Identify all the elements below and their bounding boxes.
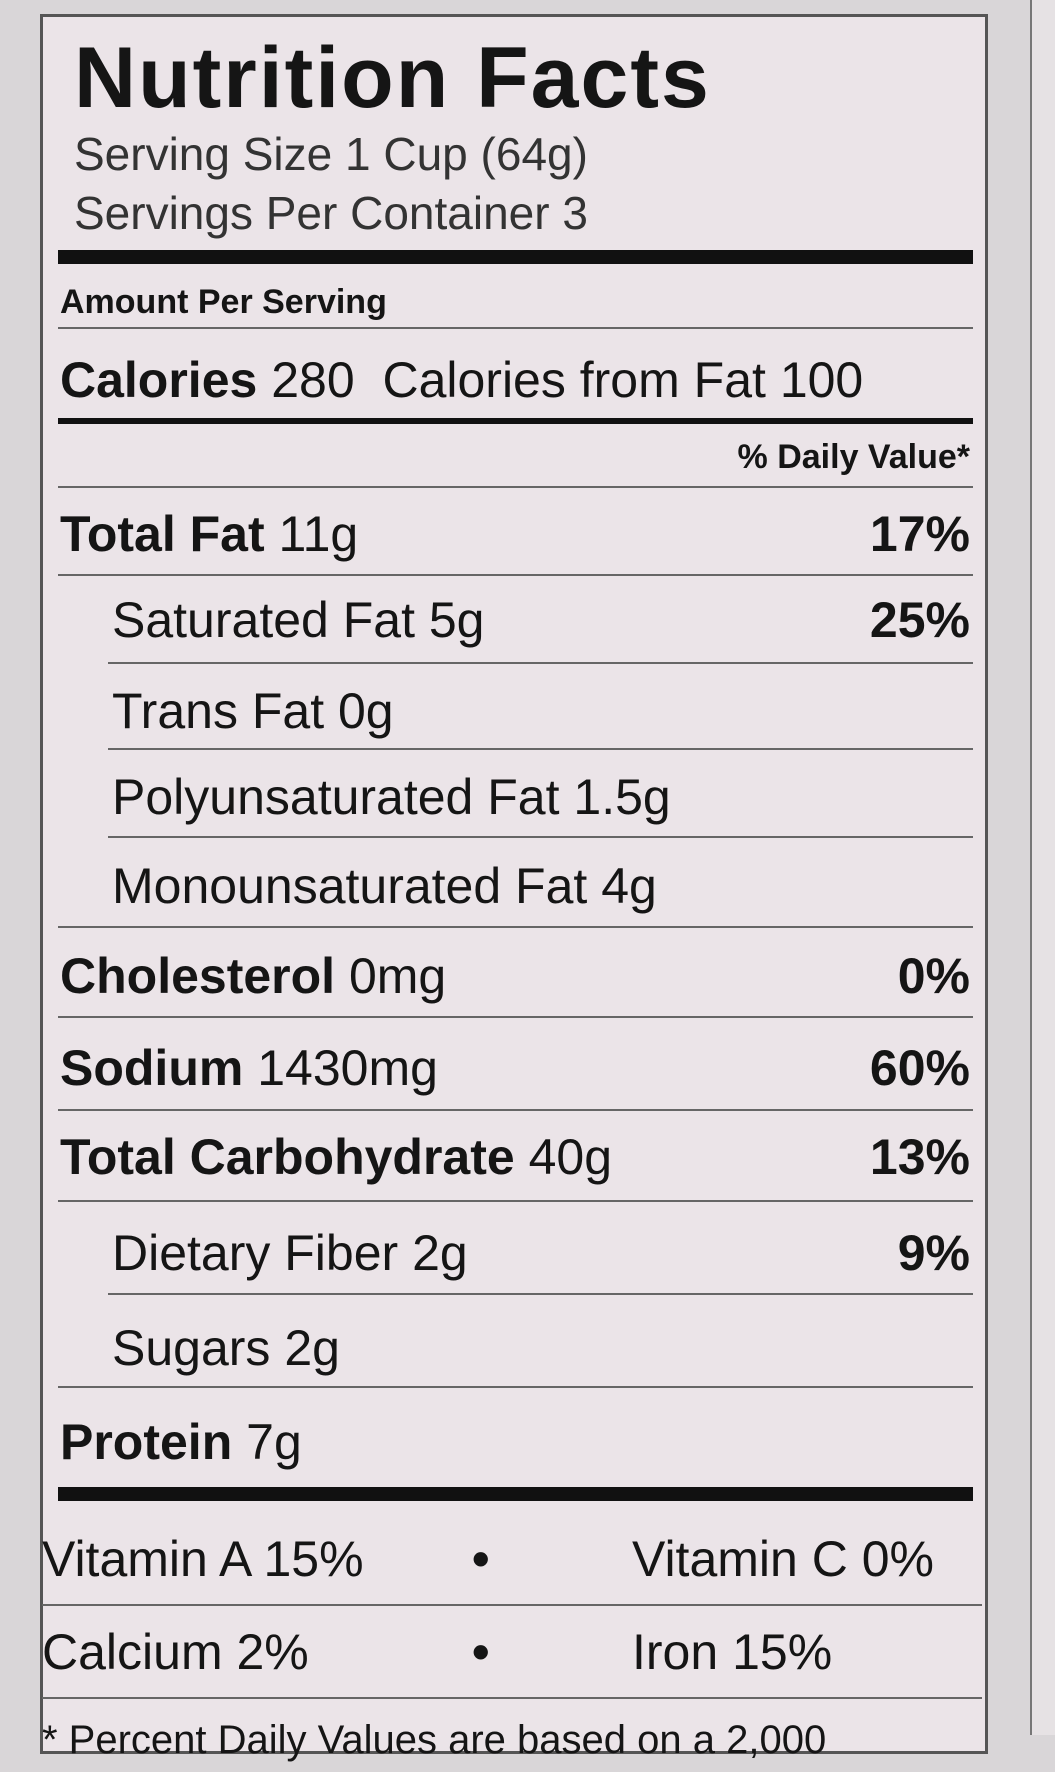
vitamin-name: Iron (632, 1624, 719, 1680)
servings-per-container: Servings Per Container 3 (74, 187, 588, 239)
nutrient-row: Polyunsaturated Fat 1.5g (112, 765, 970, 829)
nutrient-dv: 25% (869, 592, 970, 648)
mid-rule (58, 418, 973, 424)
nutrient-amount: 2g (412, 1225, 468, 1281)
rule (58, 926, 973, 928)
nutrient-amount: 40g (528, 1129, 613, 1185)
nutrient-name: Sodium (60, 1040, 244, 1096)
vitamin: Vitamin A 15% (42, 1527, 364, 1591)
nutrient-amount: 0g (338, 683, 394, 739)
nutrient-name: Polyunsaturated Fat (112, 769, 560, 825)
rule (58, 1386, 973, 1388)
vitamin-row: Vitamin A 15% Vitamin C 0% • (42, 1527, 982, 1591)
footnote: * Percent Daily Values are based on a 2,… (42, 1718, 827, 1762)
page: {"title": "Nutrition Facts", "serving_si… (40, 0, 1055, 1762)
rule (108, 662, 973, 664)
vitamin-percent: 0% (861, 1531, 934, 1587)
thick-rule (58, 1487, 973, 1501)
rule (58, 486, 973, 488)
nutrient-name: Total Carbohydrate (60, 1129, 515, 1185)
title: Nutrition Facts (74, 30, 711, 126)
nutrient-dv: 13% (869, 1129, 970, 1185)
vitamin-name: Vitamin C (632, 1531, 848, 1587)
rule (58, 327, 973, 329)
rule (42, 1697, 982, 1699)
vitamin-percent: 15% (263, 1531, 364, 1587)
nutrient-row: Trans Fat 0g (112, 679, 970, 743)
vitamin: Iron 15% (632, 1620, 832, 1684)
label-panel (40, 14, 988, 1754)
nutrient-amount: 5g (428, 592, 485, 648)
nutrient-row: Protein 7g (60, 1410, 970, 1474)
calories-label: Calories (60, 352, 258, 408)
rule (58, 1109, 973, 1111)
nutrient-name: Cholesterol (60, 948, 336, 1004)
vitamin: Vitamin C 0% (632, 1527, 934, 1591)
nutrient-name: Monounsaturated Fat (112, 858, 588, 914)
rule (108, 1293, 973, 1295)
amount-per-serving: Amount Per Serving (60, 283, 387, 321)
nutrient-name: Protein (60, 1414, 233, 1470)
calories-fat-value: 100 (779, 352, 864, 408)
calories-fat-label: Calories from Fat (382, 352, 766, 408)
vitamin-name: Vitamin A (42, 1531, 250, 1587)
vitamin-percent: 2% (236, 1624, 309, 1680)
nutrient-row: Saturated Fat 5g 25% (112, 588, 970, 652)
calories-value: 280 (271, 352, 355, 408)
thick-rule (58, 250, 973, 264)
nutrient-amount: 7g (246, 1414, 302, 1470)
nutrient-amount: 2g (284, 1320, 340, 1376)
rule (42, 1604, 982, 1606)
vitamin-percent: 15% (732, 1624, 833, 1680)
nutrient-name: Total Fat (60, 506, 265, 562)
nutrient-dv: 0% (897, 948, 970, 1004)
rule (58, 1200, 973, 1202)
calories-row: Calories 280 Calories from Fat 100 (60, 348, 970, 412)
nutrient-dv: 60% (869, 1040, 970, 1096)
serving-size: Serving Size 1 Cup (64g) (74, 128, 588, 180)
nutrient-row: Sugars 2g (112, 1316, 970, 1380)
vitamin-row: Calcium 2% Iron 15% • (42, 1620, 982, 1684)
adjacent-panel (1030, 0, 1055, 1735)
rule (58, 1016, 973, 1018)
bullet: • (472, 1624, 490, 1680)
nutrient-amount: 11g (278, 506, 359, 562)
nutrient-row: Sodium 1430mg 60% (60, 1036, 970, 1100)
nutrient-row: Dietary Fiber 2g 9% (112, 1221, 970, 1285)
nutrient-name: Trans Fat (112, 683, 325, 739)
nutrient-amount: 1.5g (573, 769, 671, 825)
vitamin: Calcium 2% (42, 1620, 309, 1684)
nutrient-name: Saturated Fat (112, 592, 415, 648)
rule (108, 836, 973, 838)
nutrient-row: Monounsaturated Fat 4g (112, 854, 970, 918)
nutrient-amount: 0mg (348, 948, 447, 1004)
nutrient-dv: 9% (897, 1225, 970, 1281)
nutrient-amount: 4g (601, 858, 657, 914)
bullet: • (472, 1531, 490, 1587)
rule (108, 748, 973, 750)
vitamin-name: Calcium (42, 1624, 223, 1680)
nutrient-amount: 1430mg (257, 1040, 438, 1096)
nutrient-name: Dietary Fiber (112, 1225, 399, 1281)
rule (58, 574, 973, 576)
nutrient-dv: 17% (869, 506, 970, 562)
nutrient-row: Total Fat 11g 17% (60, 502, 970, 566)
daily-value-header: % Daily Value* (737, 438, 970, 476)
nutrient-row: Cholesterol 0mg 0% (60, 944, 970, 1008)
nutrient-row: Total Carbohydrate 40g 13% (60, 1125, 970, 1189)
nutrient-name: Sugars (112, 1320, 271, 1376)
